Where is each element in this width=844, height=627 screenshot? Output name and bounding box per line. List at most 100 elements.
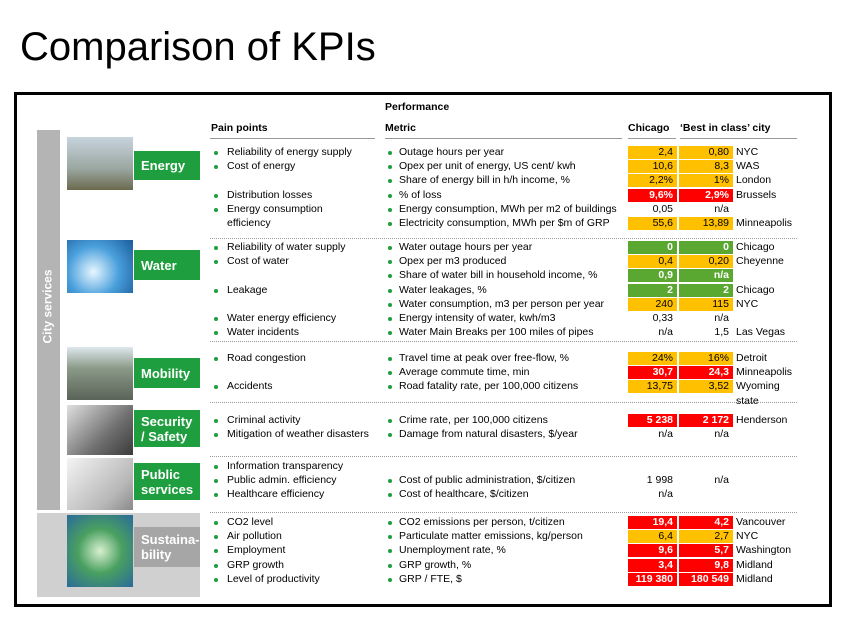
metric: Share of energy bill in h/h income, % (399, 174, 571, 187)
bullet (214, 207, 218, 212)
best-value: 0,20 (679, 255, 733, 269)
section-image (67, 458, 133, 510)
pain-point: Cost of water (227, 255, 289, 268)
chicago-value: 0,4 (628, 255, 677, 269)
metric: Water leakages, % (399, 283, 487, 296)
separator (210, 512, 797, 513)
best-city: Washington (736, 544, 792, 557)
bullet (214, 385, 218, 390)
best-city: Las Vegas (736, 326, 786, 339)
header: Pain points (211, 122, 268, 134)
chicago-value: 0 (628, 241, 677, 254)
metric: Crime rate, per 100,000 citizens (399, 414, 548, 426)
best-value: 0,80 (679, 146, 733, 159)
pain-point: Mitigation of weather disasters (227, 428, 369, 441)
metric: GRP growth, % (399, 558, 472, 571)
best-value: 9,8 (679, 558, 733, 572)
chicago-value: 9,6 (628, 544, 677, 558)
pain-point: Water incidents (227, 326, 299, 339)
pain-point: Cost of energy (227, 160, 296, 173)
best-city: WAS (736, 160, 760, 173)
best-city: Vancouver (736, 516, 786, 528)
separator (210, 341, 797, 342)
section-image (67, 405, 133, 455)
header: Performance (385, 101, 450, 113)
section-label-line: Sustaina- (141, 532, 200, 547)
section-label-line: Energy (141, 158, 186, 173)
chicago-value: 2,2% (628, 174, 677, 188)
rule (385, 138, 622, 139)
section-label-line: Water (141, 257, 177, 273)
section-label: Water (134, 250, 200, 280)
section-label-line: Mobility (141, 365, 191, 381)
bullet (388, 549, 392, 554)
metric: Particulate matter emissions, kg/person (399, 530, 583, 543)
rule (680, 138, 797, 139)
best-value: 1% (679, 174, 733, 188)
metric: Water Main Breaks per 100 miles of pipes (399, 326, 594, 339)
bullet (214, 288, 218, 293)
bullet (214, 165, 218, 170)
chicago-value: 0,05 (652, 202, 673, 215)
best-value: 2 (679, 283, 733, 297)
separator (210, 456, 797, 457)
section-label-line: Security (141, 413, 193, 429)
chicago-value: 19,4 (628, 516, 677, 529)
chicago-value: 9,6% (628, 188, 677, 202)
best-value: n/a (714, 312, 729, 324)
section-label: Public services (134, 463, 200, 500)
bullet (388, 419, 392, 423)
chicago-value: n/a (658, 326, 673, 339)
header: Metric (385, 122, 416, 134)
best-city: NYC (736, 146, 759, 158)
metric: Average commute time, min (399, 366, 530, 379)
metric: CO2 emissions per person, t/citizen (399, 516, 565, 528)
bullet (388, 493, 392, 498)
bullet (214, 493, 218, 498)
pain-point: Reliability of water supply (227, 241, 346, 253)
bullet (214, 357, 218, 361)
bullet (214, 246, 218, 250)
best-city: NYC (736, 530, 759, 543)
section-label-line: / Safety (141, 428, 188, 444)
bullet (388, 577, 392, 582)
chicago-value: 30,7 (628, 366, 677, 380)
best-value: 5,7 (679, 544, 733, 558)
metric: Road fatality rate, per 100,000 citizens (399, 380, 579, 393)
chicago-value: 0,33 (652, 312, 673, 324)
chicago-value: n/a (658, 488, 673, 501)
chicago-value: 240 (628, 297, 677, 311)
best-city: Chicago (736, 241, 775, 253)
section-image (67, 137, 133, 190)
best-city: Wyoming (736, 380, 780, 393)
chicago-value: 24% (628, 352, 677, 365)
bullet (388, 207, 392, 212)
chicago-value: 2,4 (628, 146, 677, 159)
section-label: Energy (134, 151, 200, 180)
rule (210, 138, 375, 139)
pain-point: Criminal activity (227, 414, 301, 426)
best-city: NYC (736, 297, 759, 310)
section-label: Sustaina-bility (134, 527, 200, 567)
metric: GRP / FTE, $ (399, 572, 462, 585)
side-label: City services (40, 269, 55, 344)
bullet (388, 151, 392, 155)
header: ‘Best in class’ city (680, 122, 771, 134)
best-value: 16% (679, 352, 733, 365)
bullet (214, 317, 218, 321)
pain-point: Road congestion (227, 352, 306, 364)
best-value: 24,3 (679, 366, 733, 380)
bullet (214, 193, 218, 198)
best-value: 0 (679, 241, 733, 254)
section-image (67, 240, 133, 293)
metric: Opex per unit of energy, US cent/ kwh (399, 160, 576, 173)
best-value: 2,9% (679, 188, 733, 202)
bullet (388, 222, 392, 226)
best-city: London (736, 174, 772, 187)
best-city: Henderson (736, 414, 788, 426)
best-city: Chicago (736, 283, 775, 296)
best-city: state (736, 394, 759, 407)
bullet (388, 179, 392, 184)
best-value: n/a (679, 269, 733, 283)
best-value: 2,7 (679, 530, 733, 544)
